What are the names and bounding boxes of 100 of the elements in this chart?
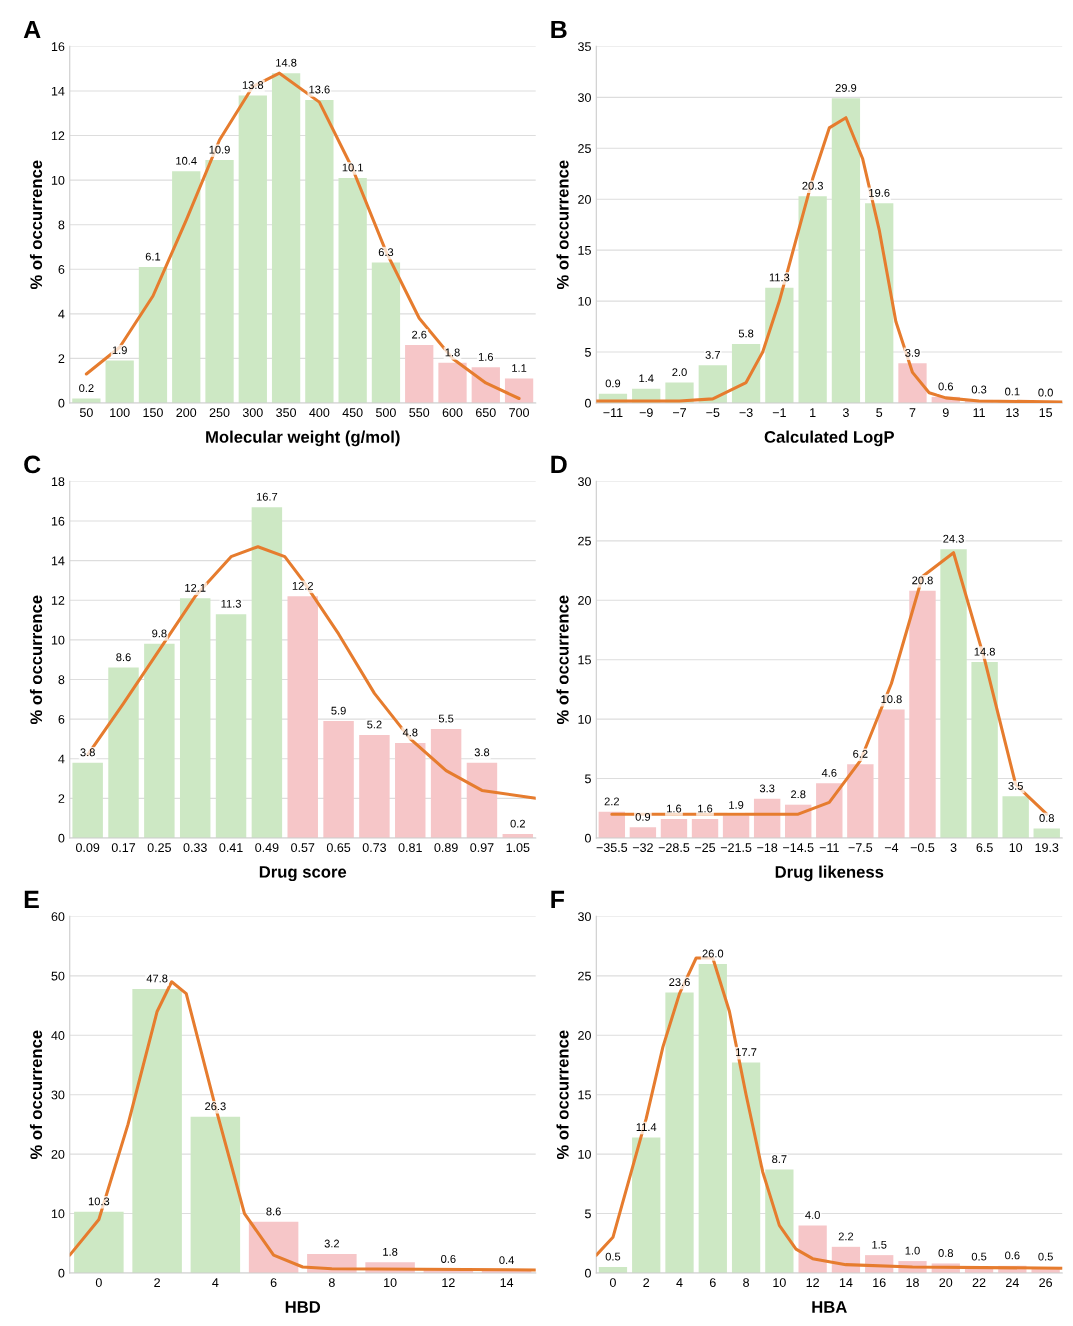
x-tick-label: 13 <box>1006 408 1019 418</box>
x-tick-label: −3 <box>739 408 753 418</box>
data-label: 3.2 <box>324 1239 340 1248</box>
y-tick-label: 35 <box>578 42 591 52</box>
data-label: 23.6 <box>669 978 690 986</box>
y-tick-label: 16 <box>51 42 65 52</box>
y-tick-label: 25 <box>578 144 591 153</box>
data-label: 0.0 <box>1038 388 1053 397</box>
y-axis-title: % of occurrence <box>29 595 43 725</box>
data-label: 8.6 <box>266 1207 281 1216</box>
y-axis-title: % of occurrence <box>29 1030 43 1160</box>
y-tick-label: 15 <box>578 1090 591 1100</box>
y-tick-label: 20 <box>51 1149 65 1159</box>
data-label: 0.9 <box>635 812 651 821</box>
y-axis-title: % of occurrence <box>556 595 569 725</box>
bar <box>179 598 211 838</box>
data-label: 5.2 <box>367 720 382 729</box>
bar <box>138 267 168 403</box>
data-label: 10.9 <box>209 145 230 154</box>
data-label: 24.3 <box>943 534 964 543</box>
y-tick-label: 15 <box>578 655 591 665</box>
bar <box>371 262 401 403</box>
data-label: 4.8 <box>402 728 418 737</box>
x-tick-label: 3 <box>842 408 849 418</box>
data-label: 0.5 <box>605 1252 621 1261</box>
data-label: 3.8 <box>80 748 95 757</box>
x-tick-label: 250 <box>209 408 230 418</box>
y-tick-label: 0 <box>584 398 591 408</box>
bar <box>847 764 874 838</box>
y-tick-label: 50 <box>51 971 65 981</box>
y-tick-label: 0 <box>58 1268 65 1278</box>
y-tick-label: 0 <box>584 833 591 843</box>
y-tick-label: 8 <box>58 675 65 685</box>
data-label: 0.4 <box>499 1256 514 1265</box>
bar <box>251 507 283 838</box>
bar <box>438 362 467 403</box>
bar <box>108 667 139 838</box>
bar <box>172 171 201 403</box>
bar <box>359 734 390 838</box>
data-label: 0.6 <box>1005 1251 1020 1260</box>
x-tick-label: −25 <box>695 843 716 853</box>
data-label: 1.8 <box>445 348 460 357</box>
bar <box>238 95 267 403</box>
bar <box>940 549 967 838</box>
x-axis-title: Drug likeness <box>775 865 884 882</box>
bar <box>722 815 750 838</box>
x-tick-label: 350 <box>276 408 297 418</box>
y-axis-title: % of occurrence <box>29 160 43 290</box>
data-label: 0.3 <box>971 385 987 394</box>
bar <box>323 721 354 838</box>
x-tick-label: 10 <box>1009 843 1023 853</box>
data-label: 0.8 <box>938 1249 954 1257</box>
bar <box>132 988 182 1273</box>
x-tick-label: 0.97 <box>470 843 494 853</box>
data-label: 2.2 <box>838 1232 854 1241</box>
bar <box>190 1116 241 1273</box>
bar <box>909 590 936 838</box>
x-tick-label: 20 <box>939 1278 953 1287</box>
data-label: 11.3 <box>769 273 790 282</box>
x-tick-label: 50 <box>79 408 93 418</box>
bar <box>831 98 861 403</box>
x-axis-title: HBA <box>812 1301 847 1313</box>
y-tick-label: 10 <box>578 714 591 724</box>
data-label: 2.8 <box>791 790 806 799</box>
y-tick-label: 20 <box>578 1031 591 1040</box>
x-axis-title: Calculated LogP <box>764 430 895 447</box>
bar <box>798 196 827 403</box>
y-tick-label: 14 <box>51 556 65 566</box>
x-tick-label: 12 <box>442 1278 455 1287</box>
y-tick-label: 30 <box>578 93 591 102</box>
line-series <box>596 956 1063 1270</box>
bar <box>466 762 498 838</box>
y-tick-label: 12 <box>51 596 65 605</box>
x-tick-label: 5 <box>876 408 883 418</box>
bar <box>1002 796 1029 838</box>
x-tick-label: 4 <box>676 1278 683 1287</box>
data-label: 1.6 <box>667 804 682 813</box>
y-axis-title: % of occurrence <box>556 1030 569 1160</box>
x-tick-label: 14 <box>839 1278 853 1287</box>
x-tick-label: 0.25 <box>147 843 171 853</box>
x-tick-label: 14 <box>500 1278 514 1287</box>
x-tick-label: 0.81 <box>398 843 422 853</box>
y-tick-label: 0 <box>58 398 65 408</box>
data-label: 3.7 <box>705 350 720 359</box>
x-tick-label: −7.5 <box>848 843 873 853</box>
y-tick-label: 16 <box>51 516 65 526</box>
data-label: 12.1 <box>185 583 206 592</box>
x-tick-label: 2 <box>154 1278 160 1287</box>
x-tick-label: 2 <box>643 1278 650 1287</box>
x-tick-label: −28.5 <box>658 843 690 853</box>
x-tick-label: −18 <box>757 843 778 853</box>
data-label: 1.4 <box>639 374 654 383</box>
data-label: 19.6 <box>869 188 890 197</box>
x-tick-label: 200 <box>176 408 197 418</box>
data-label: 0.5 <box>1038 1252 1053 1261</box>
data-label: 1.0 <box>905 1246 920 1255</box>
data-label: 16.7 <box>256 492 278 501</box>
data-label: 1.1 <box>512 364 527 372</box>
data-label: 1.8 <box>383 1247 398 1256</box>
bar <box>632 1137 661 1273</box>
